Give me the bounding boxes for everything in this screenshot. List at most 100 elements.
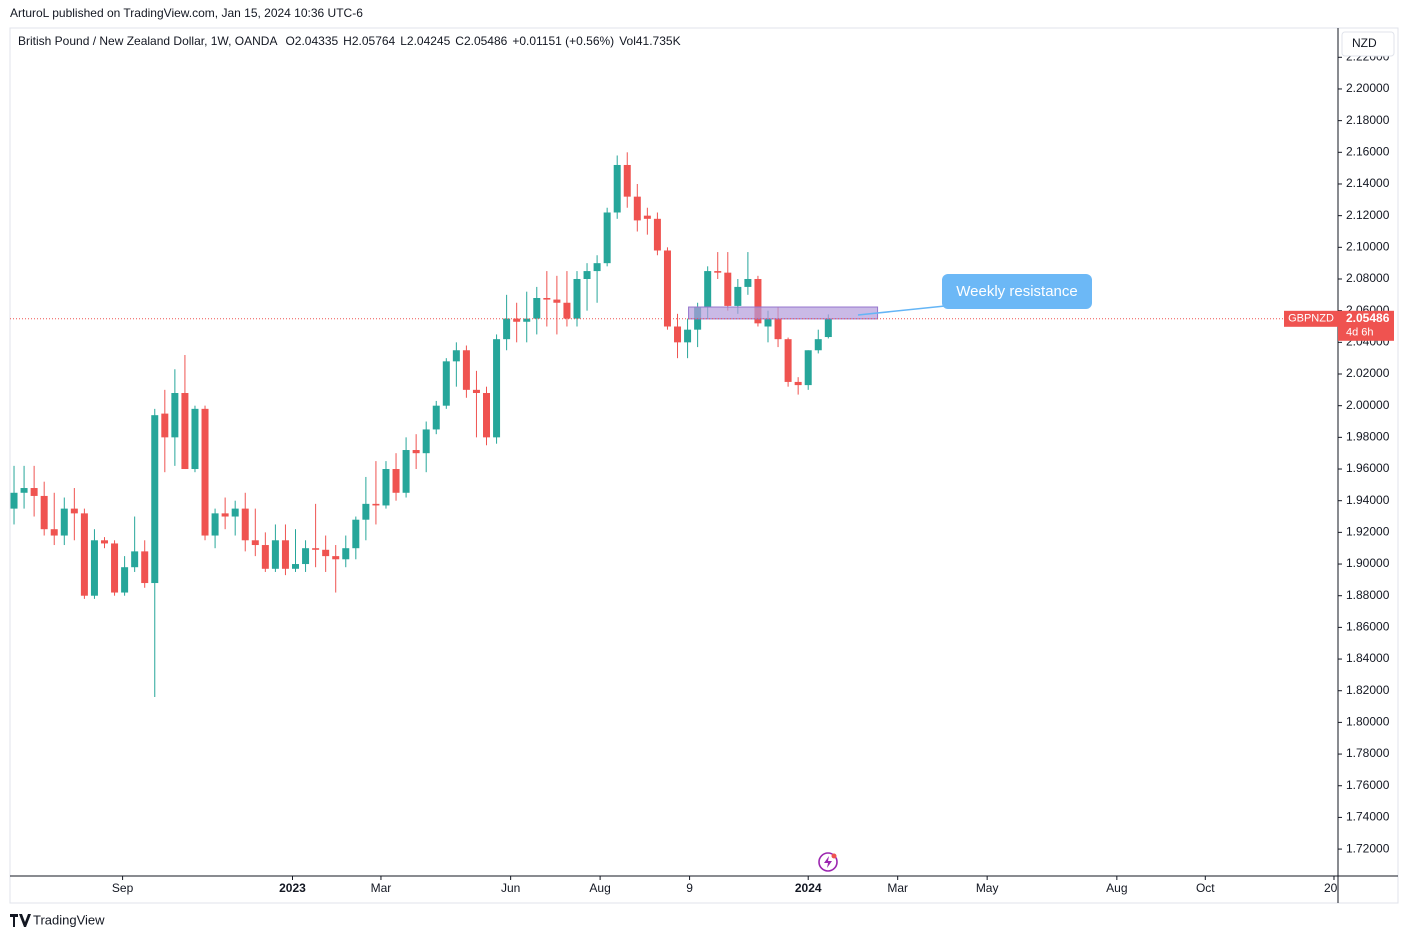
- y-tick-label: 1.72000: [1346, 841, 1390, 855]
- candle-body: [100, 540, 108, 544]
- candle-body: [231, 508, 239, 517]
- candle-body: [543, 297, 551, 300]
- legend-line: British Pound / New Zealand Dollar, 1W, …: [18, 34, 681, 48]
- candle-body: [794, 381, 802, 386]
- change: +0.01151 (+0.56%): [512, 34, 614, 48]
- candle-body: [472, 389, 480, 394]
- candle-body: [362, 503, 370, 520]
- candle-body: [503, 318, 511, 340]
- candle-body: [151, 415, 159, 584]
- ticker-box: [1284, 310, 1338, 327]
- candle-body: [643, 215, 651, 219]
- time-axis: Sep 2023 Mar Jun Aug 9 2024 Mar May Aug Oct 202: [112, 876, 1344, 895]
- candle-body: [573, 278, 581, 319]
- candle-body: [663, 250, 671, 327]
- candle-body: [241, 508, 249, 541]
- y-tick-label: 2.02000: [1346, 366, 1390, 380]
- y-tick-label: 1.98000: [1346, 430, 1390, 444]
- candle-body: [80, 513, 88, 596]
- x-tick-label: Jun: [501, 881, 520, 895]
- resistance-zone: [688, 306, 879, 320]
- x-tick-label: 202: [1324, 881, 1344, 895]
- annotation-pointer: [857, 305, 946, 316]
- y-tick-label: 2.16000: [1346, 144, 1390, 158]
- symbol: British Pound / New Zealand Dollar, 1W, …: [18, 34, 277, 48]
- currency: NZD: [1352, 36, 1377, 50]
- candle-body: [583, 271, 591, 279]
- candle-body: [292, 564, 300, 569]
- y-tick-label: 2.10000: [1346, 239, 1390, 253]
- open: O2.04335: [285, 34, 338, 48]
- candle-body: [281, 540, 289, 569]
- y-tick-label: 1.90000: [1346, 556, 1390, 570]
- y-tick-label: 1.88000: [1346, 588, 1390, 602]
- candle-body: [121, 567, 129, 593]
- last-price-box: [1338, 310, 1394, 341]
- candle-body: [181, 393, 189, 470]
- y-tick-label: 1.86000: [1346, 620, 1390, 634]
- y-tick-label: 1.84000: [1346, 651, 1390, 665]
- candle-body: [141, 551, 149, 584]
- y-tick-label: 1.96000: [1346, 461, 1390, 475]
- x-tick-label: Mar: [887, 881, 908, 895]
- annotation-text: Weekly resistance: [956, 283, 1077, 300]
- candle-body: [452, 350, 460, 362]
- candle-body: [523, 318, 531, 322]
- candle-body: [734, 286, 742, 306]
- y-tick-label: 2.20000: [1346, 81, 1390, 95]
- y-tick-label: 1.74000: [1346, 810, 1390, 824]
- last-price-label: 2.05486: [1346, 311, 1390, 325]
- candle-body: [171, 393, 179, 438]
- price-axis: 1.72000 1.74000 1.76000 1.78000 1.80000 1.820…: [1338, 49, 1390, 855]
- candle-body: [352, 519, 360, 549]
- candle-body: [302, 548, 310, 565]
- candle-body: [633, 196, 641, 221]
- currency-box[interactable]: [1341, 31, 1395, 57]
- candle-body: [50, 529, 58, 536]
- high: H2.05764: [343, 34, 395, 48]
- low: L2.04245: [400, 34, 450, 48]
- annotation-box: [942, 274, 1092, 309]
- candle-body: [824, 318, 832, 338]
- published-note: ArturoL published on TradingView.com, Ja…: [10, 6, 363, 20]
- candle-body: [251, 540, 259, 546]
- candle-body: [653, 218, 661, 251]
- x-tick-label: Oct: [1196, 881, 1215, 895]
- candle-body: [20, 488, 28, 493]
- candle-body: [392, 469, 400, 493]
- candle-body: [271, 540, 279, 569]
- candle-body: [623, 164, 631, 197]
- x-tick-label: May: [976, 881, 999, 895]
- candle-body: [131, 551, 139, 568]
- candle-body: [462, 350, 470, 390]
- annotation: Weekly resistance: [857, 274, 1092, 316]
- candle-body: [764, 318, 772, 327]
- x-tick-label: 2024: [795, 881, 822, 895]
- candle-body: [563, 302, 571, 319]
- candle-body: [211, 513, 219, 536]
- volume: Vol41.735K: [619, 34, 680, 48]
- y-tick-label: 1.80000: [1346, 715, 1390, 729]
- y-tick-label: 1.92000: [1346, 525, 1390, 539]
- candle-body: [60, 508, 68, 536]
- candle-body: [70, 508, 78, 514]
- candle-body: [432, 405, 440, 430]
- lightning-icon[interactable]: [818, 852, 838, 872]
- candle-body: [613, 164, 621, 213]
- y-tick-label: 2.14000: [1346, 176, 1390, 190]
- x-tick-label: 9: [686, 881, 693, 895]
- candle-body: [342, 548, 350, 560]
- candle-body: [493, 339, 501, 438]
- candle-body: [111, 543, 119, 593]
- candle-body: [312, 548, 320, 550]
- candle-body: [674, 326, 682, 343]
- candle-body: [784, 339, 792, 382]
- y-tick-label: 1.94000: [1346, 493, 1390, 507]
- x-tick-label: 2023: [279, 881, 306, 895]
- countdown-label: 4d 6h: [1346, 327, 1374, 339]
- candle-body: [161, 413, 169, 438]
- tv-logo: [10, 914, 31, 927]
- x-tick-label: Mar: [371, 881, 392, 895]
- candle-body: [513, 318, 521, 322]
